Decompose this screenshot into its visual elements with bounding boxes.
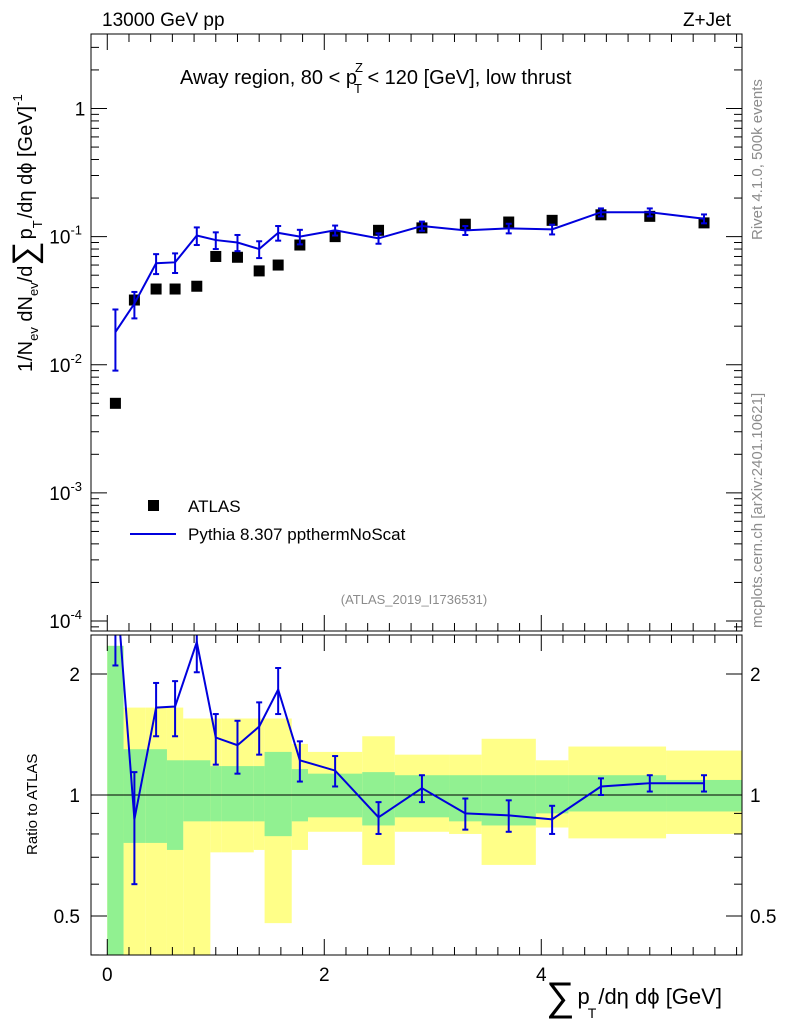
legend-data-marker	[148, 500, 159, 511]
axis-ticks: 10-410-310-210-110 2 40.5 0.51 12 2	[49, 34, 776, 986]
x-tick-label: 0	[102, 965, 113, 986]
ratio-y-tick-label-left: 0.5	[54, 907, 80, 928]
xlabel-sum: ∑	[546, 975, 575, 1019]
atlas-data-point	[373, 224, 385, 236]
ratio-bands	[107, 645, 742, 955]
ratio-y-tick-label-right: 0.5	[750, 907, 776, 928]
rivet-version-label: Rivet 4.1.0, 500k events	[749, 79, 766, 240]
tick-label-exponent: -4	[70, 607, 82, 622]
main-y-tick-label: 10-2	[49, 351, 82, 377]
mcplots-label: mcplots.cern.ch [arXiv:2401.10621]	[749, 393, 766, 628]
main-data-series	[109, 209, 710, 409]
tick-label-base: 10	[49, 484, 70, 505]
stat-band-bin	[253, 766, 265, 822]
tick-label-base: 10	[49, 228, 70, 249]
ratio-y-tick-label-right: 1	[750, 786, 761, 807]
plot-title-sub: T	[354, 81, 362, 96]
atlas-data-point	[272, 259, 284, 271]
analysis-id-label: (ATLAS_2019_I1736531)	[341, 592, 487, 607]
main-y-tick-label: 10-1	[49, 223, 82, 249]
atlas-data-point	[169, 283, 181, 295]
main-y-axis-label: 1/Nev dNev/d∑pT/dη dϕ [GeV]-1	[6, 94, 45, 372]
ylabel-pre: 1/N	[15, 341, 37, 372]
ratio-y-tick-label-right: 2	[750, 665, 761, 686]
xlabel-p: p	[578, 984, 590, 1009]
ylabel-T: T	[30, 220, 45, 228]
xlabel-rest: /dη dϕ [GeV]	[598, 984, 722, 1009]
legend-mc-label: Pythia 8.307 ppthermNoScat	[188, 525, 406, 544]
syst-band-bin	[183, 718, 211, 955]
stat-band-bin	[166, 760, 184, 850]
atlas-data-point	[546, 214, 558, 226]
legend: ATLAS Pythia 8.307 ppthermNoScat	[130, 497, 406, 544]
ylabel-mid: dN	[15, 296, 37, 327]
main-y-tick-label: 10-4	[49, 607, 82, 633]
tick-label-base: 10	[49, 612, 70, 633]
main-y-tick-label: 10-3	[49, 479, 82, 505]
ylabel-exp: -1	[10, 94, 25, 106]
atlas-data-point	[231, 251, 243, 263]
tick-label-base: 10	[49, 356, 70, 377]
atlas-data-point	[329, 231, 341, 243]
ratio-y-tick-label-left: 2	[69, 665, 80, 686]
header-process-label: Z+Jet	[683, 10, 732, 31]
main-mc-line	[114, 211, 705, 333]
ylabel-p: p	[15, 228, 37, 239]
stat-band-bin	[107, 645, 124, 955]
plot-title-sup: Z	[355, 60, 363, 75]
x-tick-label: 2	[319, 965, 330, 986]
atlas-data-point	[253, 265, 265, 277]
stat-band-bin	[264, 751, 292, 837]
ylabel-rest: /dη dϕ [GeV]	[15, 106, 37, 218]
stat-band-bin	[221, 766, 254, 822]
atlas-data-point	[191, 280, 203, 292]
x-tick-label: 4	[536, 965, 547, 986]
x-axis-label: ∑ p T/dη dϕ [GeV]	[546, 975, 722, 1021]
ratio-mc-series	[112, 635, 708, 886]
stat-band-bin	[210, 766, 222, 822]
stat-band-bin	[145, 749, 167, 843]
plot-title-prefix: Away region, 80 < p	[180, 67, 357, 89]
main-panel-frame	[90, 33, 743, 632]
atlas-data-point	[459, 218, 471, 230]
atlas-data-point	[503, 216, 515, 228]
ylabel-ev1: ev	[26, 327, 41, 341]
ylabel-sum: ∑	[6, 241, 44, 265]
xlabel-T: T	[588, 1005, 597, 1021]
ylabel-ev2: ev	[26, 282, 41, 296]
header-energy-label: 13000 GeV pp	[102, 10, 225, 31]
atlas-data-point	[109, 397, 121, 409]
main-y-tick-label: 1	[75, 100, 86, 121]
ratio-y-axis-label: Ratio to ATLAS	[24, 754, 41, 855]
plot-title-suffix: < 120 [GeV], low thrust	[362, 67, 572, 89]
legend-data-label: ATLAS	[188, 497, 241, 516]
plot-title: Away region, 80 < pZ T < 120 [GeV], low t…	[180, 60, 572, 96]
stat-band-bin	[183, 760, 211, 822]
tick-label-exponent: -3	[70, 479, 82, 494]
ylabel-post: /d	[15, 266, 37, 283]
ratio-y-tick-label-left: 1	[69, 786, 80, 807]
tick-label-exponent: -1	[70, 223, 82, 238]
atlas-data-point	[150, 283, 162, 295]
main-mc-series	[112, 207, 708, 372]
atlas-data-point	[210, 250, 222, 262]
tick-label-exponent: -2	[70, 351, 82, 366]
tick-label-base: 1	[75, 100, 86, 121]
